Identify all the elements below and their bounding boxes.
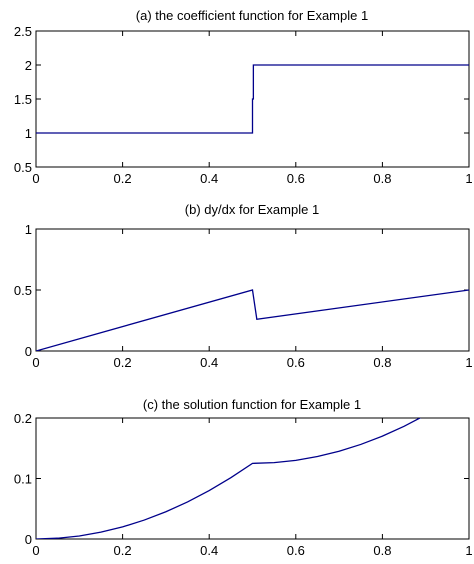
panel-c-x-tick-label: 0.2 [114, 543, 132, 558]
panel-a-x-tick-label: 0.4 [200, 171, 218, 186]
panel-a-x-tick-label: 0 [32, 171, 39, 186]
panel-c-x-tick-label: 0.4 [200, 543, 218, 558]
panel-a-y-tick-label: 2.5 [14, 24, 32, 39]
panel-b-x-tick-label: 0.4 [200, 355, 218, 370]
panel-b-y-tick-label: 1 [25, 222, 32, 237]
panel-c-ticks: 0 0.2 0.4 0.6 0.8 1 0 0.1 0.2 [14, 411, 473, 558]
panel-c-y-tick-label: 0.1 [14, 472, 32, 487]
panel-b-x-tick-label: 0 [32, 355, 39, 370]
panel-a-x-tick-label: 0.6 [287, 171, 305, 186]
panel-c-x-tick-label: 0.6 [287, 543, 305, 558]
panel-a-x-tick-label: 0.8 [373, 171, 391, 186]
panel-c-x-tick-label: 0 [32, 543, 39, 558]
panel-c-series-line [36, 418, 422, 539]
panel-b-series [36, 289, 469, 351]
panel-a-x-tick-label: 1 [465, 171, 472, 186]
panel-b-series-line [36, 289, 469, 351]
panel-c-x-tick-label: 1 [465, 543, 472, 558]
panel-b-x-tick-label: 0.6 [287, 355, 305, 370]
panel-a-series [36, 64, 469, 134]
panel-c-series [36, 418, 422, 539]
panel-a-y-tick-label: 1.5 [14, 92, 32, 107]
panel-a-y-tick-label: 1 [25, 126, 32, 141]
panel-b-y-tick-label: 0 [25, 344, 32, 359]
panel-c-x-tick-label: 0.8 [373, 543, 391, 558]
panel-a-y-tick-label: 2 [25, 58, 32, 73]
panel-c-y-tick-label: 0 [25, 532, 32, 547]
panel-b-x-tick-label: 0.8 [373, 355, 391, 370]
panel-a-ticks: 0 0.2 0.4 0.6 0.8 1 0.5 1 1.5 2 2.5 [14, 24, 473, 186]
panel-a-title: (a) the coefficient function for Example… [136, 8, 368, 23]
panel-c-axes-box [35, 417, 470, 540]
panel-c-y-tick-label: 0.2 [14, 411, 32, 426]
panel-c-title: (c) the solution function for Example 1 [143, 397, 361, 412]
panel-a-series-line [36, 64, 469, 134]
panel-a-y-tick-label: 0.5 [14, 160, 32, 175]
panel-b-y-tick-label: 0.5 [14, 283, 32, 298]
panel-c: (c) the solution function for Example 1 … [14, 397, 473, 558]
panel-b-x-tick-label: 0.2 [114, 355, 132, 370]
panel-b-x-tick-label: 1 [465, 355, 472, 370]
panel-b-title: (b) dy/dx for Example 1 [185, 202, 319, 217]
panel-b: (b) dy/dx for Example 1 0 0.2 0.4 0.6 0.8 100… [14, 202, 473, 370]
panel-b-ticks: 0 0.2 0.4 0.6 0.8 1 0 0.5 1 [14, 222, 473, 370]
panel-a-x-tick-label: 0.2 [114, 171, 132, 186]
panel-a: (a) the coefficient function for Example… [14, 8, 473, 186]
